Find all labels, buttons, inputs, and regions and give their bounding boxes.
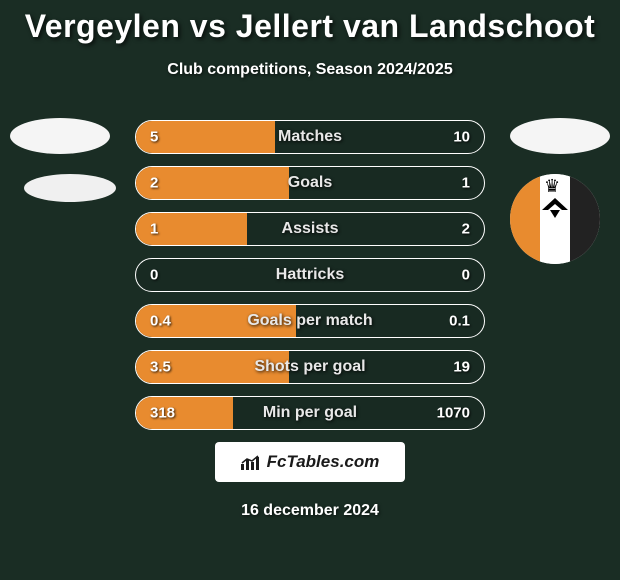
stat-row: 2 Goals 1 [135, 166, 485, 200]
stat-left-value: 0.4 [150, 313, 171, 330]
eagle-icon [538, 196, 572, 220]
stat-label: Min per goal [263, 404, 357, 422]
brand-badge: FcTables.com [215, 442, 405, 482]
player-right-avatar [510, 118, 610, 154]
stat-fill [136, 167, 289, 199]
brand-logo-icon [241, 454, 261, 470]
stat-row: 5 Matches 10 [135, 120, 485, 154]
stat-label: Goals per match [247, 312, 372, 330]
stat-label: Hattricks [276, 266, 344, 284]
stat-label: Goals [288, 174, 332, 192]
brand-label: FcTables.com [267, 452, 380, 472]
stat-right-value: 10 [453, 129, 470, 146]
stat-row: 318 Min per goal 1070 [135, 396, 485, 430]
page-subtitle: Club competitions, Season 2024/2025 [0, 61, 620, 79]
player-left-avatar [10, 118, 110, 154]
stat-label: Assists [282, 220, 339, 238]
stat-label: Matches [278, 128, 342, 146]
stat-row: 3.5 Shots per goal 19 [135, 350, 485, 384]
club-left-crest [24, 174, 116, 202]
stat-right-value: 2 [462, 221, 470, 238]
page-title: Vergeylen vs Jellert van Landschoot [0, 0, 620, 45]
stat-right-value: 1 [462, 175, 470, 192]
crown-icon: ♛ [544, 176, 560, 197]
stat-label: Shots per goal [254, 358, 365, 376]
stat-left-value: 5 [150, 129, 158, 146]
stat-left-value: 0 [150, 267, 158, 284]
stat-left-value: 2 [150, 175, 158, 192]
stat-right-value: 0 [462, 267, 470, 284]
stat-right-value: 19 [453, 359, 470, 376]
stats-table: 5 Matches 10 2 Goals 1 1 Assists 2 0 Hattricks 0 0.4… [135, 120, 485, 442]
stat-left-value: 318 [150, 405, 175, 422]
crest-graphic: ♛ [510, 174, 600, 264]
club-right-crest: ♛ [510, 174, 600, 264]
stat-right-value: 0.1 [449, 313, 470, 330]
stat-row: 0.4 Goals per match 0.1 [135, 304, 485, 338]
stat-right-value: 1070 [437, 405, 470, 422]
stat-left-value: 1 [150, 221, 158, 238]
stat-left-value: 3.5 [150, 359, 171, 376]
stat-row: 0 Hattricks 0 [135, 258, 485, 292]
date-label: 16 december 2024 [0, 502, 620, 520]
stat-row: 1 Assists 2 [135, 212, 485, 246]
